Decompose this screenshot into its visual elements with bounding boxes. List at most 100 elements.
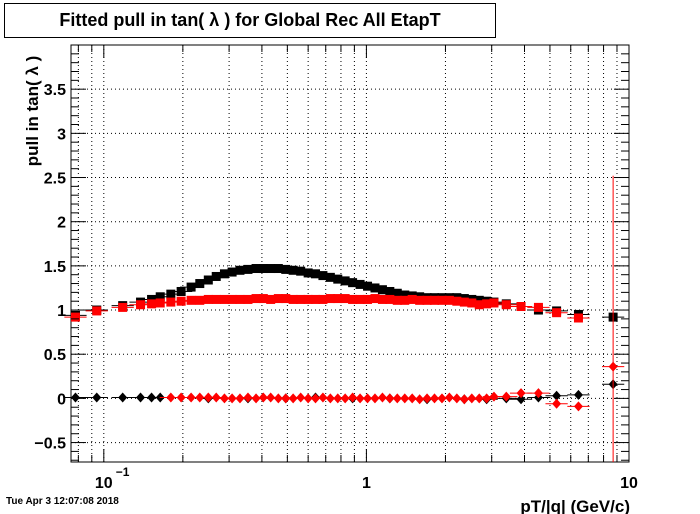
square-marker bbox=[166, 297, 176, 307]
square-marker bbox=[422, 295, 432, 305]
square-marker bbox=[452, 296, 462, 306]
diamond-marker bbox=[489, 391, 499, 402]
diamond-marker bbox=[203, 392, 213, 403]
square-marker bbox=[377, 285, 387, 295]
diamond-marker bbox=[482, 393, 492, 404]
x-tick-label: 10 bbox=[620, 475, 638, 492]
diamond-marker bbox=[444, 392, 454, 403]
square-marker bbox=[281, 264, 291, 274]
square-marker bbox=[195, 295, 205, 305]
square-marker bbox=[333, 274, 343, 284]
square-marker bbox=[459, 297, 469, 307]
diamond-marker bbox=[296, 392, 306, 403]
square-marker bbox=[258, 294, 268, 304]
square-marker bbox=[118, 302, 128, 312]
diamond-marker bbox=[370, 393, 380, 404]
diamond-marker bbox=[166, 392, 176, 403]
square-marker bbox=[325, 294, 335, 304]
diamond-marker bbox=[573, 401, 583, 412]
square-marker bbox=[318, 294, 328, 304]
diamond-marker bbox=[92, 392, 102, 403]
square-marker bbox=[219, 294, 229, 304]
diamond-marker bbox=[430, 393, 440, 404]
square-marker bbox=[288, 294, 298, 304]
diamond-marker bbox=[355, 393, 365, 404]
diamond-marker bbox=[311, 393, 321, 404]
square-marker bbox=[195, 279, 205, 289]
diamond-marker bbox=[243, 392, 253, 403]
diamond-marker bbox=[533, 388, 543, 399]
square-marker bbox=[444, 295, 454, 305]
square-marker bbox=[136, 300, 146, 310]
square-marker bbox=[155, 292, 165, 302]
square-marker bbox=[363, 281, 373, 291]
square-marker bbox=[370, 283, 380, 293]
diamond-marker bbox=[273, 393, 283, 404]
diamond-marker bbox=[227, 393, 237, 404]
diamond-marker bbox=[552, 398, 562, 409]
x-tick-label: 10 bbox=[95, 475, 113, 492]
square-marker bbox=[176, 296, 186, 306]
diamond-marker bbox=[118, 392, 128, 403]
diamond-marker bbox=[288, 393, 298, 404]
diamond-marker bbox=[516, 394, 526, 405]
plot-frame-rect bbox=[70, 44, 630, 463]
square-marker bbox=[333, 294, 343, 304]
x-tick-exponent: −1 bbox=[116, 465, 130, 479]
square-marker bbox=[266, 264, 276, 274]
square-marker bbox=[219, 269, 229, 279]
diamond-marker bbox=[258, 392, 268, 403]
square-marker bbox=[258, 264, 268, 274]
square-marker bbox=[296, 294, 306, 304]
diamond-marker bbox=[318, 392, 328, 403]
diamond-marker bbox=[303, 393, 313, 404]
y-tick-label: 1.5 bbox=[44, 259, 66, 276]
diamond-marker bbox=[70, 392, 80, 403]
diamond-marker bbox=[552, 390, 562, 401]
diamond-marker bbox=[392, 393, 402, 404]
axes: −0.500.511.522.533.510−11 10 bbox=[34, 44, 638, 492]
square-marker bbox=[363, 294, 373, 304]
square-marker bbox=[166, 289, 176, 299]
square-marker bbox=[303, 268, 313, 278]
square-marker bbox=[203, 294, 213, 304]
diamond-marker bbox=[407, 393, 417, 404]
square-marker bbox=[296, 266, 306, 276]
square-marker bbox=[227, 267, 237, 277]
diamond-marker bbox=[452, 393, 462, 404]
square-marker bbox=[437, 295, 447, 305]
data-markers bbox=[64, 175, 625, 462]
timestamp: Tue Apr 3 12:07:08 2018 bbox=[6, 496, 119, 507]
square-marker bbox=[430, 295, 440, 305]
square-marker bbox=[482, 299, 492, 309]
chart-title: Fitted pull in tan( λ ) for Global Rec A… bbox=[59, 10, 441, 30]
square-marker bbox=[392, 288, 402, 298]
square-marker bbox=[251, 294, 261, 304]
y-tick-label: 0.5 bbox=[44, 347, 66, 364]
diamond-marker bbox=[176, 392, 186, 403]
square-marker bbox=[516, 302, 526, 312]
diamond-marker bbox=[437, 393, 447, 404]
diamond-marker bbox=[333, 393, 343, 404]
square-marker bbox=[203, 275, 213, 285]
diamond-marker bbox=[363, 393, 373, 404]
diamond-marker bbox=[340, 393, 350, 404]
square-marker bbox=[325, 272, 335, 282]
plot-frame bbox=[70, 44, 630, 463]
diamond-marker bbox=[195, 392, 205, 403]
diamond-marker bbox=[235, 393, 245, 404]
diamond-marker bbox=[400, 393, 410, 404]
chart-title-box: Fitted pull in tan( λ ) for Global Rec A… bbox=[4, 3, 496, 38]
square-marker bbox=[70, 312, 80, 322]
square-marker bbox=[377, 294, 387, 304]
y-tick-label: 3.5 bbox=[44, 82, 66, 99]
square-marker bbox=[235, 294, 245, 304]
diamond-marker bbox=[474, 393, 484, 404]
square-marker bbox=[340, 294, 350, 304]
square-marker bbox=[573, 313, 583, 323]
diamond-marker bbox=[325, 393, 335, 404]
square-marker bbox=[92, 306, 102, 316]
square-marker bbox=[235, 265, 245, 275]
diamond-marker bbox=[348, 392, 358, 403]
